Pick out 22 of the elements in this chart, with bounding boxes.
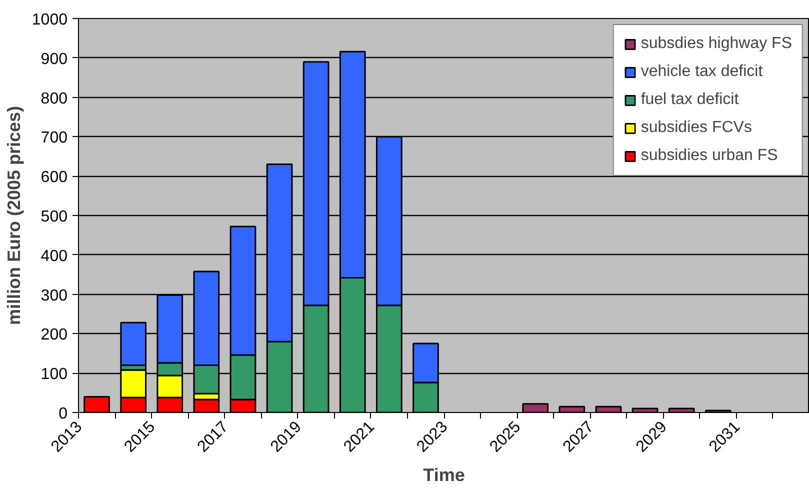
y-tick-label: 700 (40, 130, 68, 147)
y-tick-label: 400 (40, 248, 68, 265)
y-tick-label: 600 (40, 169, 68, 186)
bar (84, 396, 110, 412)
y-tick-label: 200 (40, 326, 68, 344)
legend-label: subsidies FCVs (640, 119, 752, 137)
bar (595, 406, 622, 412)
y-tick-label: 900 (40, 50, 68, 68)
x-axis-title: Time (423, 465, 465, 486)
y-tick-label: 800 (40, 90, 68, 108)
bar (522, 403, 549, 412)
y-tick-label: 500 (40, 208, 68, 226)
legend-label: fuel tax deficit (640, 91, 739, 109)
y-tick-label: 0 (58, 406, 68, 422)
legend-label: subsdies highway FS (640, 35, 792, 53)
legend-label: vehicle tax deficit (640, 63, 763, 81)
legend-label: subsidies urban FS (640, 147, 778, 165)
y-tick-label: 100 (40, 366, 68, 384)
bar (558, 406, 586, 412)
y-axis-title: million Euro (2005 prices) (4, 106, 24, 326)
y-tick-label: 1000 (32, 12, 68, 28)
y-tick-label: 300 (40, 287, 68, 304)
